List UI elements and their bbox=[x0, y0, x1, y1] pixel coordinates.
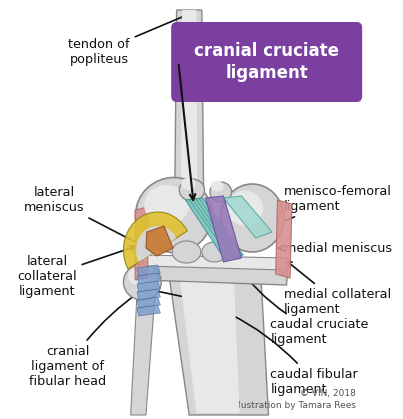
Text: medial meniscus: medial meniscus bbox=[278, 241, 392, 254]
Ellipse shape bbox=[172, 241, 201, 263]
Ellipse shape bbox=[128, 267, 150, 285]
Polygon shape bbox=[137, 289, 160, 300]
Text: cranial cruciate
ligament: cranial cruciate ligament bbox=[194, 41, 339, 83]
FancyBboxPatch shape bbox=[171, 22, 362, 102]
Text: menisco-femoral
ligament: menisco-femoral ligament bbox=[255, 185, 392, 234]
Polygon shape bbox=[180, 282, 240, 413]
Text: medial collateral
ligament: medial collateral ligament bbox=[284, 261, 391, 316]
Polygon shape bbox=[276, 200, 292, 278]
Ellipse shape bbox=[179, 179, 204, 201]
Polygon shape bbox=[146, 226, 173, 256]
Polygon shape bbox=[131, 295, 155, 415]
Polygon shape bbox=[223, 196, 272, 238]
Polygon shape bbox=[137, 265, 160, 276]
Text: caudal fibular
ligament: caudal fibular ligament bbox=[152, 289, 358, 396]
Ellipse shape bbox=[181, 178, 195, 190]
Wedge shape bbox=[123, 212, 187, 269]
Ellipse shape bbox=[210, 182, 232, 202]
Text: cranial
ligament of
fibular head: cranial ligament of fibular head bbox=[29, 292, 139, 388]
Text: lateral
meniscus: lateral meniscus bbox=[24, 186, 143, 246]
Polygon shape bbox=[137, 305, 160, 316]
Ellipse shape bbox=[211, 181, 223, 191]
Polygon shape bbox=[135, 207, 148, 280]
Ellipse shape bbox=[144, 185, 189, 225]
Ellipse shape bbox=[227, 191, 263, 225]
Polygon shape bbox=[137, 281, 160, 292]
Text: tendon of
popliteus: tendon of popliteus bbox=[69, 15, 187, 66]
Polygon shape bbox=[175, 10, 204, 195]
Polygon shape bbox=[181, 10, 197, 190]
Polygon shape bbox=[169, 278, 268, 415]
Wedge shape bbox=[136, 226, 177, 262]
Polygon shape bbox=[186, 198, 243, 260]
Polygon shape bbox=[137, 297, 160, 308]
Ellipse shape bbox=[135, 178, 212, 253]
Text: © VIN, 2018
illustration by Tamara Rees: © VIN, 2018 illustration by Tamara Rees bbox=[233, 389, 356, 410]
Polygon shape bbox=[137, 273, 160, 284]
Polygon shape bbox=[140, 258, 288, 285]
Polygon shape bbox=[142, 255, 288, 270]
Ellipse shape bbox=[123, 264, 161, 300]
Ellipse shape bbox=[221, 184, 284, 252]
Text: lateral
collateral
ligament: lateral collateral ligament bbox=[17, 246, 135, 298]
Ellipse shape bbox=[202, 242, 227, 262]
Polygon shape bbox=[206, 196, 241, 262]
Text: caudal cruciate
ligament: caudal cruciate ligament bbox=[235, 262, 369, 346]
